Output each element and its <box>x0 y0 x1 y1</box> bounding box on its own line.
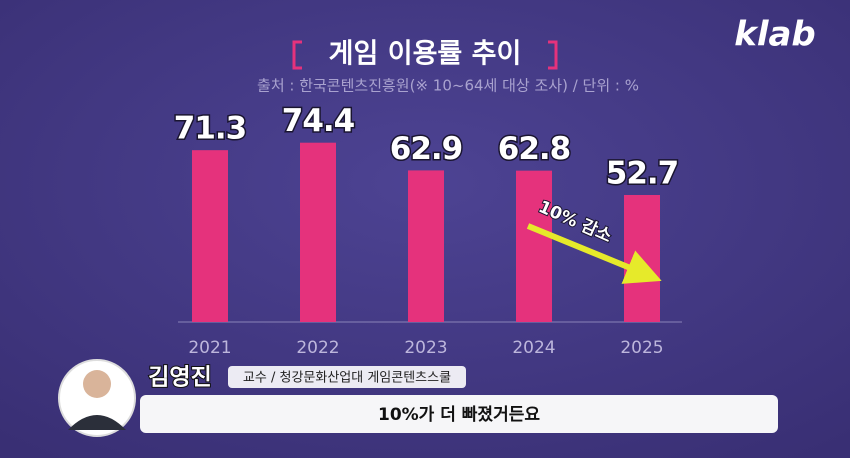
value-label: 71.3 <box>174 111 247 147</box>
logo: klab <box>734 15 816 55</box>
bar <box>408 170 444 322</box>
speaker-role: 교수 / 청강문화산업대 게임콘텐츠스쿨 <box>243 371 451 386</box>
bar <box>192 150 228 322</box>
title-bracket <box>548 40 558 70</box>
role-box <box>228 366 466 388</box>
annotation-arrow <box>526 223 662 284</box>
avatar-body <box>68 415 126 430</box>
title-bracket <box>292 40 302 70</box>
bar <box>516 170 552 322</box>
speaker: 김영진 교수 / 청강문화산업대 게임콘텐츠스쿨 10%가 더 빠졌거든요 <box>58 359 778 437</box>
value-label: 52.7 <box>606 155 679 191</box>
spoken-subtitle: 10%가 더 빠졌거든요 <box>378 405 540 425</box>
value-label: 74.4 <box>282 103 355 139</box>
speaker-name: 김영진 <box>148 365 211 391</box>
avatar-head <box>83 370 111 398</box>
chart-subtitle: 출처 : 한국콘텐츠진흥원(※ 10~64세 대상 조사) / 단위 : % <box>257 77 639 95</box>
x-tick-label: 2022 <box>296 338 339 358</box>
bar <box>624 194 660 322</box>
subtitle-box <box>140 395 778 433</box>
x-tick-label: 2021 <box>188 338 231 358</box>
x-tick-label: 2023 <box>404 338 447 358</box>
x-tick-label: 2025 <box>620 338 663 358</box>
value-label: 62.9 <box>390 131 463 167</box>
x-tick-label: 2024 <box>512 338 555 358</box>
value-label: 62.8 <box>498 131 571 167</box>
bar <box>300 142 336 322</box>
chart-title: 게임 이용률 추이 <box>329 39 522 70</box>
